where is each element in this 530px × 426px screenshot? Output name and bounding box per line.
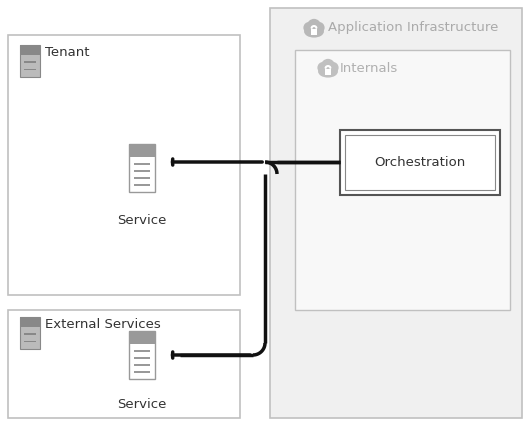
Circle shape (313, 22, 324, 34)
Bar (24, 341, 36, 342)
Bar (20, 317, 40, 349)
Text: Tenant: Tenant (45, 46, 90, 58)
Bar (20, 45, 40, 77)
Bar (129, 144, 155, 192)
Bar (134, 350, 151, 352)
Bar (270, 8, 522, 418)
Circle shape (317, 62, 329, 73)
Text: Service: Service (117, 398, 167, 412)
Bar (295, 50, 510, 310)
Bar (134, 170, 151, 172)
Bar (129, 331, 155, 345)
Text: Internals: Internals (340, 61, 398, 75)
Bar (8, 310, 240, 418)
Circle shape (303, 22, 315, 34)
Bar (8, 35, 240, 295)
Bar (129, 331, 155, 379)
Bar (311, 29, 317, 35)
Bar (24, 69, 36, 70)
Bar (20, 45, 40, 55)
Bar (134, 357, 151, 359)
Text: External Services: External Services (45, 317, 161, 331)
Text: Service: Service (117, 213, 167, 227)
Bar (134, 184, 151, 186)
Ellipse shape (304, 26, 324, 37)
Circle shape (307, 19, 321, 33)
Text: Orchestration: Orchestration (374, 156, 466, 169)
Text: Application Infrastructure: Application Infrastructure (328, 21, 498, 35)
Bar (134, 177, 151, 179)
Bar (134, 163, 151, 165)
Bar (325, 69, 331, 75)
Bar (24, 333, 36, 335)
Bar (20, 317, 40, 327)
Circle shape (327, 62, 339, 73)
Bar (24, 61, 36, 63)
Ellipse shape (318, 66, 338, 78)
Bar (345, 135, 495, 190)
Bar (340, 130, 500, 195)
Bar (129, 144, 155, 158)
Bar (134, 364, 151, 366)
Bar (134, 371, 151, 373)
Circle shape (321, 59, 335, 73)
